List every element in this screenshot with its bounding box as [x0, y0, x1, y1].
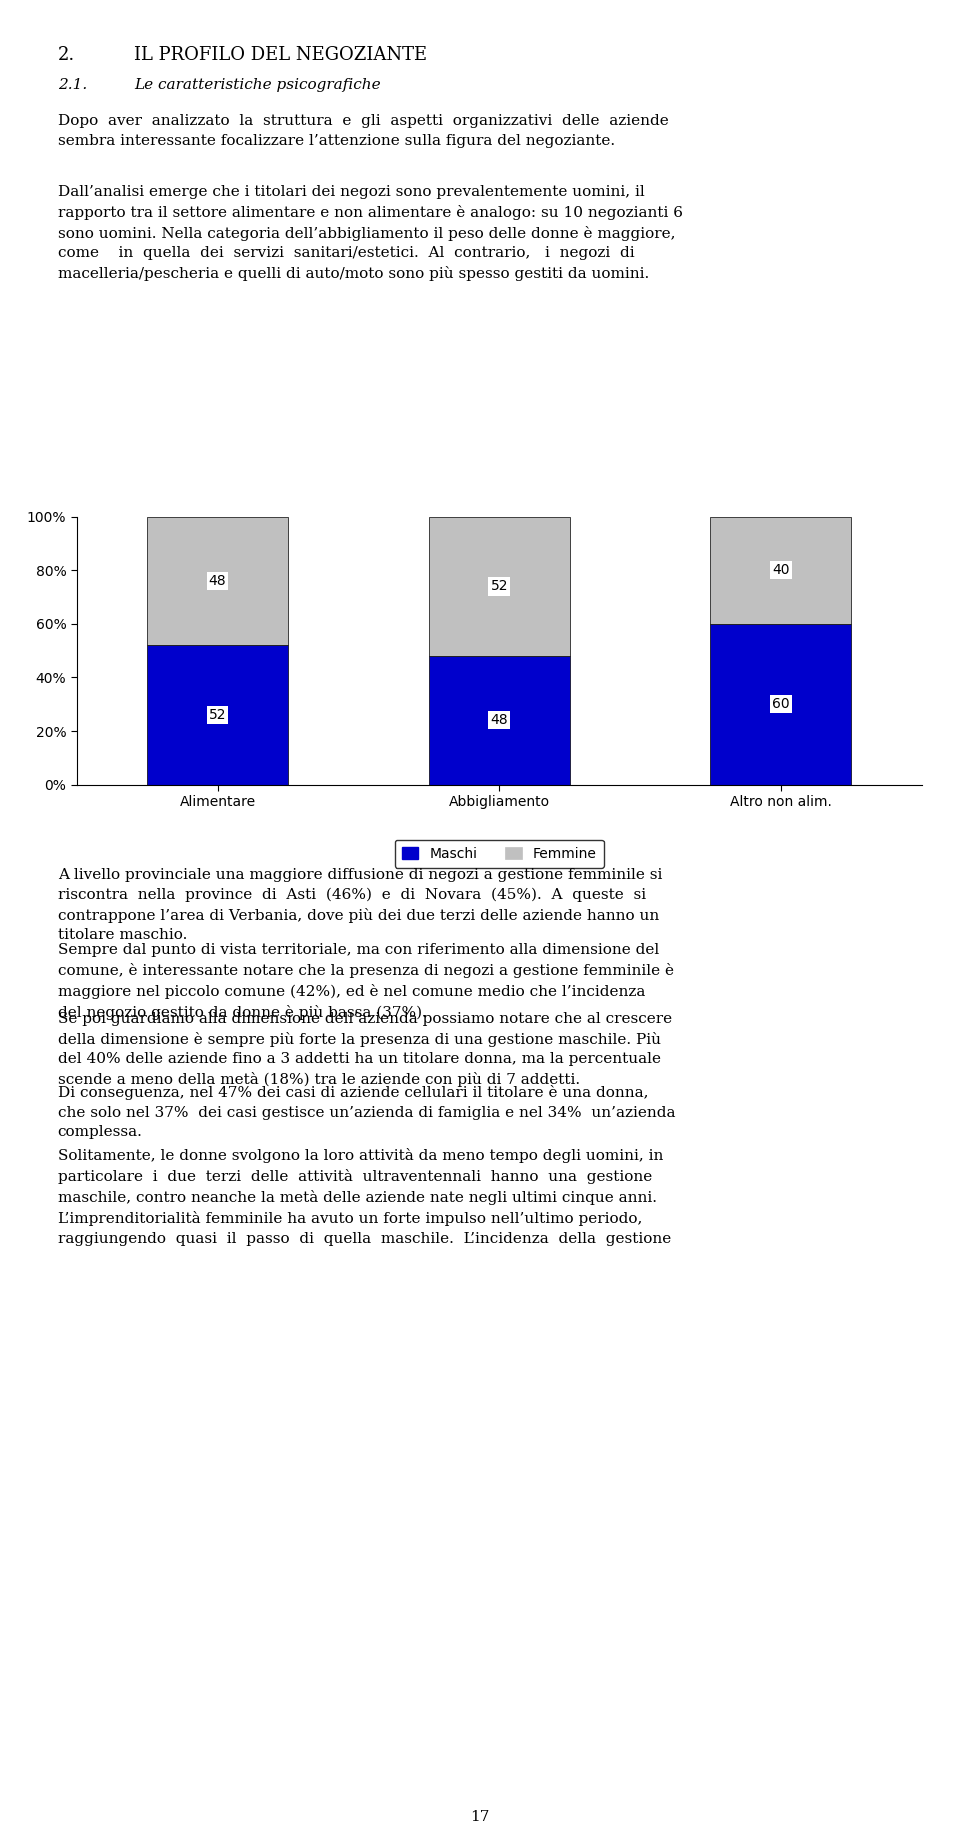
Bar — [429, 655, 569, 785]
Bar — [147, 517, 288, 646]
Bar — [429, 517, 569, 655]
Bar — [147, 646, 288, 785]
Text: Di conseguenza, nel 47% dei casi di aziende cellulari il titolare è una donna,
c: Di conseguenza, nel 47% dei casi di azie… — [58, 1085, 675, 1139]
Bar — [710, 517, 852, 624]
Bar — [710, 624, 852, 785]
Text: Sempre dal punto di vista territoriale, ma con riferimento alla dimensione del
c: Sempre dal punto di vista territoriale, … — [58, 943, 674, 1021]
Text: 2.1.: 2.1. — [58, 78, 86, 92]
Text: 52: 52 — [209, 709, 227, 722]
Text: 48: 48 — [491, 713, 508, 727]
Text: Le caratteristiche psicografiche: Le caratteristiche psicografiche — [134, 78, 381, 92]
Text: 17: 17 — [470, 1809, 490, 1824]
Text: 40: 40 — [772, 563, 789, 578]
Text: 60: 60 — [772, 698, 790, 711]
Text: Dall’analisi emerge che i titolari dei negozi sono prevalentemente uomini, il
ra: Dall’analisi emerge che i titolari dei n… — [58, 185, 683, 281]
Text: Dopo  aver  analizzato  la  struttura  e  gli  aspetti  organizzativi  delle  az: Dopo aver analizzato la struttura e gli … — [58, 114, 668, 148]
Legend: Maschi, Femmine: Maschi, Femmine — [395, 840, 604, 868]
Text: IL PROFILO DEL NEGOZIANTE: IL PROFILO DEL NEGOZIANTE — [134, 46, 427, 65]
Text: 2.: 2. — [58, 46, 75, 65]
Text: 52: 52 — [491, 580, 508, 593]
Text: 48: 48 — [208, 574, 227, 589]
Text: A livello provinciale una maggiore diffusione di negozi a gestione femminile si
: A livello provinciale una maggiore diffu… — [58, 868, 662, 941]
Text: Se poi guardiamo alla dimensione dell’azienda possiamo notare che al crescere
de: Se poi guardiamo alla dimensione dell’az… — [58, 1012, 672, 1087]
Text: Solitamente, le donne svolgono la loro attività da meno tempo degli uomini, in
p: Solitamente, le donne svolgono la loro a… — [58, 1148, 671, 1246]
